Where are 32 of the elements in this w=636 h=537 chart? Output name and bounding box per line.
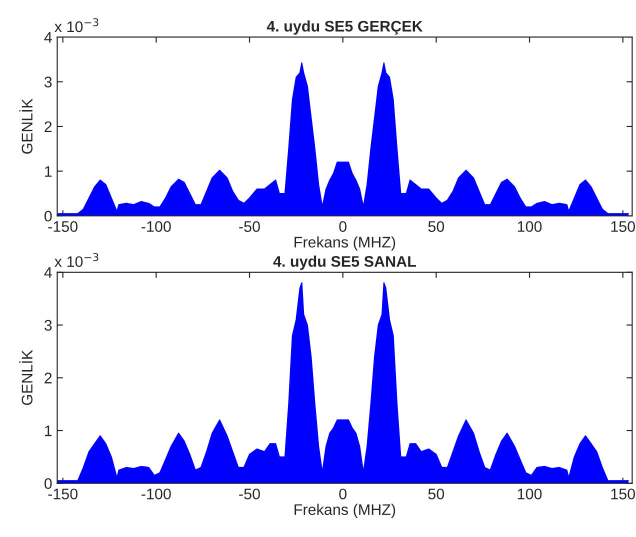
- y-tick-label: 1: [45, 426, 52, 436]
- y-axis-title: GENLİK: [19, 98, 33, 154]
- x-tick-label: -50: [239, 221, 260, 232]
- x-tick-label: 100: [518, 221, 542, 232]
- y-tick-label: 4: [44, 32, 52, 43]
- x-tick-label: 150: [611, 488, 635, 500]
- x-axis-title: Frekans (MHZ): [294, 504, 396, 518]
- x-axis-title: Frekans (MHZ): [294, 236, 396, 251]
- x-tick-label: 0: [339, 221, 346, 232]
- chart-title: 4. uydu SE5 SANAL: [273, 256, 416, 270]
- x-tick-label: 100: [518, 488, 542, 500]
- y-tick-label: 3: [44, 320, 52, 331]
- x-tick-label: -150: [48, 221, 78, 232]
- y-tick-label: 0: [44, 210, 52, 222]
- x-tick-label: -100: [142, 221, 171, 232]
- y-tick-label: 2: [44, 121, 52, 132]
- x-tick-label: 50: [428, 221, 444, 232]
- chart-title: 4. uydu SE5 GERÇEK: [266, 20, 423, 35]
- x-tick-label: -150: [48, 488, 78, 500]
- text: x 10$^{−3}$: [54, 253, 98, 268]
- y-tick-label: 2: [44, 372, 52, 384]
- y-tick-label: 0: [44, 478, 52, 489]
- y-tick-label: 3: [44, 76, 52, 88]
- x-tick-label: -100: [142, 488, 171, 500]
- y-tick-label: 1: [45, 166, 52, 177]
- text: x 10$^{−3}$: [54, 18, 98, 32]
- y-axis-title: GENLİK: [19, 350, 33, 406]
- x-tick-label: -50: [239, 488, 260, 500]
- x-tick-label: 150: [611, 221, 635, 232]
- x-tick-label: 50: [428, 488, 444, 500]
- y-tick-label: 4: [44, 267, 52, 278]
- x-tick-label: 0: [339, 488, 346, 500]
